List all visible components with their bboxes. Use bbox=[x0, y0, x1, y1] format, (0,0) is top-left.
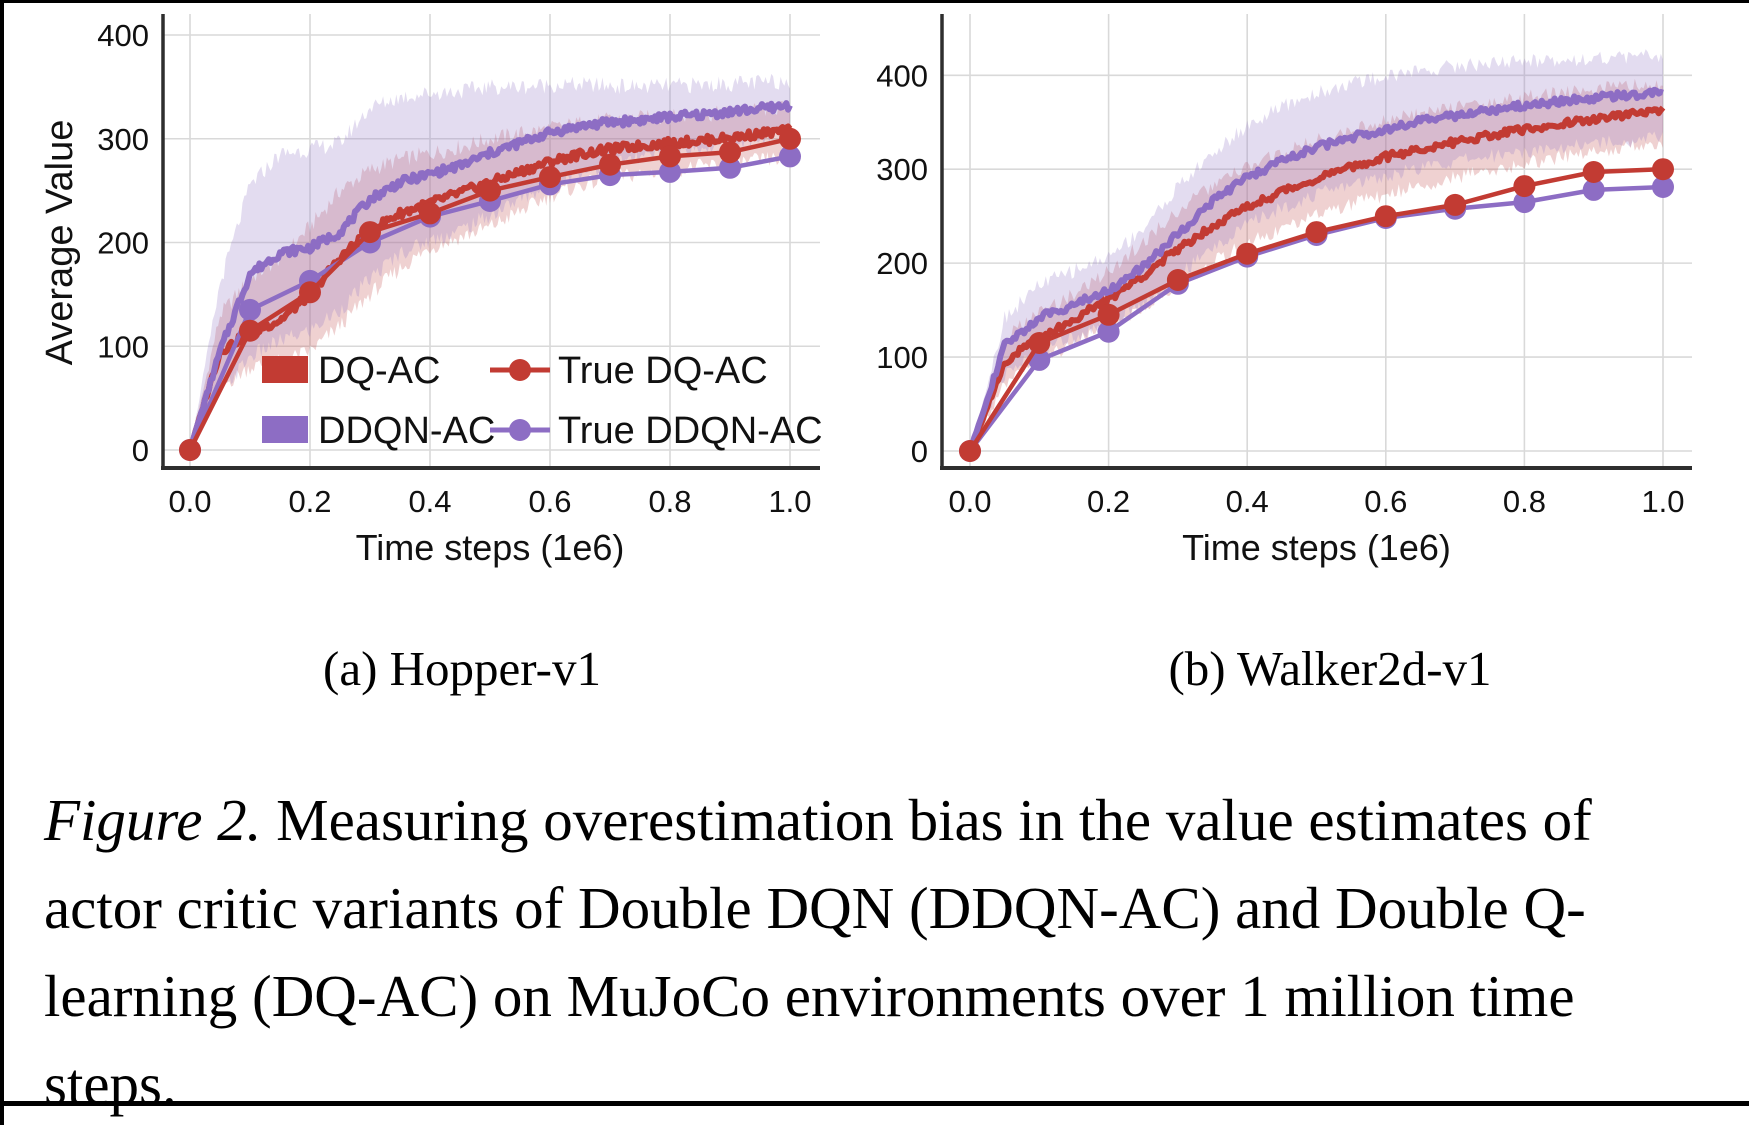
charts-canvas: 0 100 200 300 400 0.0 0.2 0.4 0.6 0.8 1.0 Time step… bbox=[39, 14, 1692, 568]
x-tick-label: 0.8 bbox=[1503, 484, 1546, 519]
x-tick-label: 0.0 bbox=[948, 484, 991, 519]
x-axis-label: Time steps (1e6) bbox=[1182, 527, 1451, 568]
x-tick-label: 0.4 bbox=[1226, 484, 1269, 519]
legend-swatch-red bbox=[262, 356, 308, 383]
x-tick-label: 1.0 bbox=[1641, 484, 1684, 519]
y-tick-label: 100 bbox=[876, 340, 928, 375]
screen-edge-top bbox=[0, 0, 1749, 3]
legend-label: DDQN-AC bbox=[318, 410, 495, 452]
x-tick-label: 0.4 bbox=[408, 484, 451, 519]
y-axis-label: Average Value bbox=[39, 120, 81, 366]
x-tick-label: 0.6 bbox=[528, 484, 571, 519]
chart-hopper: 0 100 200 300 400 0.0 0.2 0.4 0.6 0.8 1.0 Time step… bbox=[39, 14, 823, 568]
y-tick-label: 400 bbox=[97, 18, 149, 53]
true-dq-ac-series bbox=[959, 158, 1674, 462]
dq-ac-line bbox=[967, 105, 1666, 453]
x-axis-label: Time steps (1e6) bbox=[356, 527, 625, 568]
chart-walker: 0 100 200 300 400 0.0 0.2 0.4 0.6 0.8 1.0 Time step… bbox=[876, 14, 1692, 568]
figure-caption: Figure 2. Measuring overestimation bias … bbox=[44, 776, 1734, 1125]
tick-labels: 0 100 200 300 400 0.0 0.2 0.4 0.6 0.8 1.0 bbox=[876, 58, 1684, 519]
legend: DQ-AC DDQN-AC True DQ-AC True DDQN-AC bbox=[262, 350, 823, 452]
ddqn-ac-band bbox=[190, 73, 790, 451]
y-tick-label: 0 bbox=[911, 434, 928, 469]
caption-line-1-text: Measuring overestimation bias in the val… bbox=[261, 787, 1592, 853]
screen-edge-left bbox=[0, 0, 4, 1125]
ddqn-ac-line bbox=[187, 100, 793, 451]
true-dq-ac-series bbox=[179, 127, 801, 461]
y-tick-label: 200 bbox=[97, 226, 149, 261]
y-tick-label: 100 bbox=[97, 329, 149, 364]
y-tick-label: 0 bbox=[132, 433, 149, 468]
axis-spines bbox=[161, 14, 820, 470]
y-tick-label: 200 bbox=[876, 246, 928, 281]
subplot-caption-walker: (b) Walker2d-v1 bbox=[1168, 641, 1492, 696]
x-tick-label: 1.0 bbox=[768, 484, 811, 519]
y-tick-label: 300 bbox=[876, 152, 928, 187]
legend-marker-dot-purple bbox=[509, 419, 531, 441]
legend-label: DQ-AC bbox=[318, 350, 440, 392]
caption-line-2: actor critic variants of Double DQN (DDQ… bbox=[44, 875, 1586, 941]
y-tick-label: 400 bbox=[876, 58, 928, 93]
legend-label: True DQ-AC bbox=[558, 350, 768, 392]
tick-labels: 0 100 200 300 400 0.0 0.2 0.4 0.6 0.8 1.0 bbox=[97, 18, 811, 519]
x-tick-label: 0.2 bbox=[288, 484, 331, 519]
caption-line-4: steps. bbox=[44, 1051, 177, 1117]
gridlines bbox=[942, 14, 1692, 468]
gridlines bbox=[163, 14, 820, 468]
axis-spines bbox=[940, 14, 1692, 470]
x-tick-label: 0.6 bbox=[1364, 484, 1407, 519]
legend-label: True DDQN-AC bbox=[558, 410, 823, 452]
dq-ac-band bbox=[970, 78, 1663, 452]
x-tick-label: 0.2 bbox=[1087, 484, 1130, 519]
ddqn-ac-band bbox=[970, 49, 1663, 451]
ddqn-ac-line bbox=[967, 86, 1664, 452]
x-tick-label: 0.0 bbox=[168, 484, 211, 519]
legend-marker-dot-red bbox=[509, 359, 531, 381]
caption-line-1: Figure 2. Measuring overestimation bias … bbox=[44, 776, 1734, 864]
x-tick-label: 0.8 bbox=[648, 484, 691, 519]
legend-swatch-purple bbox=[262, 416, 308, 443]
y-tick-label: 300 bbox=[97, 122, 149, 157]
caption-line-3: learning (DQ-AC) on MuJoCo environments … bbox=[44, 963, 1575, 1029]
screen-edge-bottom bbox=[0, 1101, 1749, 1106]
subplot-caption-hopper: (a) Hopper-v1 bbox=[323, 641, 601, 696]
figure-number-label: Figure 2. bbox=[44, 787, 262, 853]
